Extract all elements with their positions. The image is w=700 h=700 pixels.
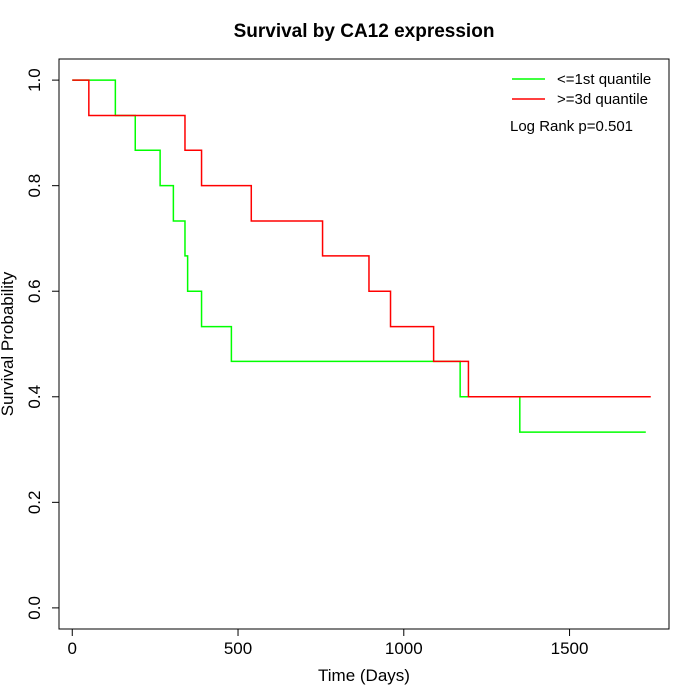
log-rank-annotation: Log Rank p=0.501: [510, 118, 633, 135]
x-axis: 0 500 1000 1500: [68, 628, 589, 658]
y-tick-label: 0.8: [25, 174, 44, 198]
x-tick-label: 0: [68, 639, 77, 658]
y-tick-label: 1.0: [25, 68, 44, 92]
series-line-1: [72, 79, 646, 433]
chart-title: Survival by CA12 expression: [234, 21, 495, 42]
series-line-2: [72, 79, 651, 398]
y-tick-label: 0.6: [25, 279, 44, 303]
x-axis-label: Time (Days): [318, 666, 410, 685]
legend: <=1st quantile >=3d quantile: [512, 71, 651, 108]
plot-frame: [58, 58, 670, 630]
legend-entry: >=3d quantile: [557, 91, 648, 108]
legend-entry: <=1st quantile: [557, 71, 651, 88]
y-tick-label: 0.4: [25, 385, 44, 409]
x-tick-label: 1500: [551, 639, 589, 658]
y-tick-label: 0.2: [25, 491, 44, 515]
x-tick-label: 500: [224, 639, 252, 658]
y-axis: 0.0 0.2 0.4 0.6 0.8 1.0: [25, 68, 60, 620]
y-tick-label: 0.0: [25, 596, 44, 620]
series-layer: [72, 79, 651, 433]
y-axis-label: Survival Probability: [0, 271, 17, 416]
x-tick-label: 1000: [385, 639, 423, 658]
